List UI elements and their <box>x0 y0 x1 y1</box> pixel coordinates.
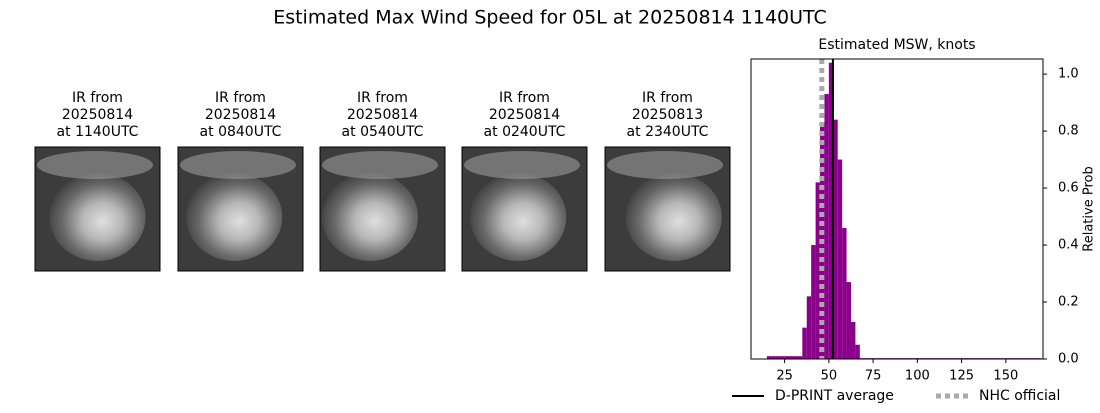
storm-cloud <box>186 173 283 261</box>
panel-caption: IR from <box>642 90 693 106</box>
bar <box>842 227 847 359</box>
bar <box>815 182 821 359</box>
panel-caption: IR from <box>72 90 123 106</box>
panel-caption: 20250813 <box>632 107 703 123</box>
storm-cloud <box>322 173 418 261</box>
y-tick-label: 0.0 <box>1058 352 1079 367</box>
plot-frame <box>750 58 1044 360</box>
y-tick-label: 0.4 <box>1058 238 1079 253</box>
panel-caption: IR from <box>215 90 266 106</box>
y-tick-label: 0.8 <box>1058 124 1079 139</box>
bar <box>775 356 781 359</box>
storm-cloud <box>470 173 567 261</box>
panel-caption: at 2340UTC <box>627 124 709 140</box>
x-tick-label: 50 <box>821 369 838 384</box>
bar <box>793 356 798 359</box>
y-tick-label: 0.2 <box>1058 295 1079 310</box>
panel-caption: at 0840UTC <box>200 124 282 140</box>
bar <box>828 62 834 359</box>
figure-title: Estimated Max Wind Speed for 05L at 2025… <box>273 7 827 29</box>
bar <box>789 356 794 359</box>
bar <box>850 321 856 359</box>
bar <box>811 245 816 359</box>
bar <box>780 356 785 359</box>
bar <box>771 356 776 359</box>
bar <box>766 356 772 359</box>
panel-caption: 20250814 <box>347 107 418 123</box>
cloud-band <box>464 151 580 179</box>
panel-caption: at 1140UTC <box>57 124 139 140</box>
cloud-band <box>322 151 438 179</box>
panel-caption: IR from <box>499 90 550 106</box>
x-tick-label: 150 <box>993 369 1018 384</box>
x-tick-label: 25 <box>776 369 793 384</box>
x-tick-label: 125 <box>949 369 974 384</box>
panel-caption: at 0540UTC <box>342 124 424 140</box>
bar <box>855 344 860 359</box>
bar <box>802 327 807 359</box>
cloud-band <box>180 151 296 179</box>
x-tick-label: 100 <box>905 369 930 384</box>
y-tick-label: 0.6 <box>1058 181 1079 196</box>
bar <box>837 159 843 359</box>
panel-caption: 20250814 <box>205 107 276 123</box>
storm-cloud <box>49 173 146 261</box>
cloud-band <box>37 151 153 179</box>
legend-label: NHC official <box>979 388 1060 404</box>
storm-cloud <box>625 173 722 261</box>
x-tick-label: 75 <box>865 369 882 384</box>
y-axis-label: Relative Prob <box>1082 166 1097 251</box>
panel-caption: IR from <box>357 90 408 106</box>
bar <box>824 94 829 360</box>
chart-title: Estimated MSW, knots <box>818 37 975 53</box>
cloud-band <box>607 151 723 179</box>
y-tick-label: 1.0 <box>1058 67 1079 82</box>
bar <box>806 296 812 359</box>
legend-label: D-PRINT average <box>775 388 894 404</box>
bar <box>784 356 790 359</box>
panel-caption: 20250814 <box>489 107 560 123</box>
bar <box>846 282 851 359</box>
bar <box>833 119 838 359</box>
bar <box>797 356 803 359</box>
panel-caption: at 0240UTC <box>484 124 566 140</box>
panel-caption: 20250814 <box>62 107 133 123</box>
